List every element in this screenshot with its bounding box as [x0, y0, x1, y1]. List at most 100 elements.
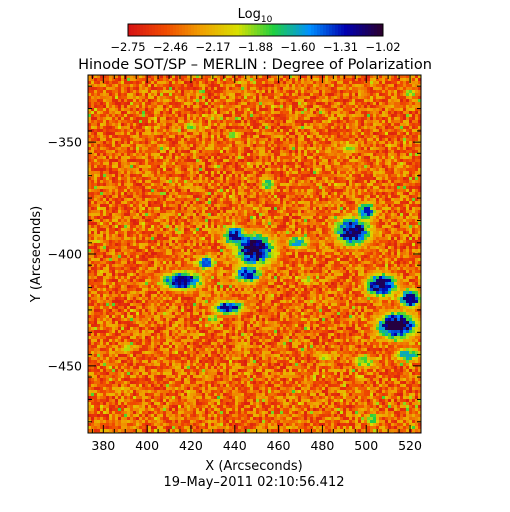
heatmap-cell [169, 201, 173, 205]
heatmap-cell [409, 120, 413, 124]
heatmap-cell [301, 159, 305, 163]
heatmap-cell [91, 195, 95, 199]
heatmap-cell [361, 126, 365, 130]
heatmap-cell [100, 114, 104, 118]
heatmap-cell [280, 204, 284, 208]
heatmap-cell [268, 186, 272, 190]
heatmap-cell [91, 192, 95, 196]
heatmap-cell [394, 129, 398, 133]
heatmap-cell [193, 159, 197, 163]
heatmap-cell [235, 126, 239, 130]
heatmap-cell [289, 165, 293, 169]
heatmap-cell [367, 114, 371, 118]
heatmap-cell [301, 156, 305, 160]
heatmap-cell [367, 156, 371, 160]
heatmap-cell [169, 132, 173, 136]
heatmap-cell [229, 105, 233, 109]
heatmap-cell [187, 114, 191, 118]
heatmap-cell [391, 171, 395, 175]
heatmap-cell [337, 198, 341, 202]
heatmap-cell [199, 138, 203, 142]
heatmap-cell [247, 183, 251, 187]
heatmap-cell [409, 192, 413, 196]
heatmap-cell [241, 129, 245, 133]
heatmap-cell [175, 201, 179, 205]
heatmap-cell [256, 165, 260, 169]
heatmap-cell [130, 156, 134, 160]
heatmap-cell [151, 132, 155, 136]
heatmap-cell [277, 147, 281, 151]
heatmap-cell [238, 153, 242, 157]
heatmap-cell [343, 129, 347, 133]
heatmap-cell [406, 105, 410, 109]
heatmap-cell [313, 153, 317, 157]
heatmap-cell [307, 156, 311, 160]
heatmap-cell [373, 129, 377, 133]
heatmap-cell [358, 138, 362, 142]
heatmap-cell [280, 171, 284, 175]
heatmap-cell [151, 102, 155, 106]
heatmap-cell [208, 108, 212, 112]
heatmap-cell [307, 78, 311, 82]
heatmap-cell [295, 144, 299, 148]
heatmap-cell [349, 135, 353, 139]
heatmap-cell [118, 108, 122, 112]
heatmap-cell [283, 204, 287, 208]
heatmap-cell [394, 153, 398, 157]
heatmap-cell [331, 150, 335, 154]
heatmap-cell [385, 183, 389, 187]
heatmap-cell [154, 108, 158, 112]
heatmap-cell [373, 84, 377, 88]
heatmap-cell [373, 195, 377, 199]
heatmap-cell [358, 120, 362, 124]
heatmap-cell [121, 90, 125, 94]
heatmap-cell [169, 126, 173, 130]
heatmap-cell [370, 96, 374, 100]
heatmap-cell [142, 162, 146, 166]
heatmap-cell [208, 138, 212, 142]
heatmap-cell [94, 153, 98, 157]
heatmap-cell [349, 90, 353, 94]
heatmap-cell [232, 111, 236, 115]
heatmap-cell [316, 156, 320, 160]
heatmap-cell [247, 189, 251, 193]
heatmap-cell [319, 201, 323, 205]
heatmap-cell [334, 162, 338, 166]
heatmap-cell [418, 135, 422, 139]
heatmap-cell [109, 96, 113, 100]
heatmap-cell [214, 93, 218, 97]
heatmap-cell [169, 87, 173, 91]
heatmap-cell [151, 111, 155, 115]
heatmap-cell [220, 120, 224, 124]
heatmap-cell [118, 153, 122, 157]
heatmap-cell [331, 129, 335, 133]
heatmap-cell [94, 147, 98, 151]
heatmap-cell [301, 186, 305, 190]
heatmap-cell [190, 165, 194, 169]
heatmap-cell [244, 78, 248, 82]
heatmap-cell [139, 108, 143, 112]
heatmap-cell [403, 153, 407, 157]
heatmap-cell [154, 129, 158, 133]
heatmap-cell [295, 117, 299, 121]
heatmap-cell [340, 180, 344, 184]
heatmap-cell [253, 75, 257, 79]
heatmap-cell [295, 108, 299, 112]
heatmap-cell [124, 129, 128, 133]
heatmap-cell [277, 102, 281, 106]
heatmap-cell [187, 186, 191, 190]
heatmap-cell [115, 135, 119, 139]
heatmap-cell [190, 93, 194, 97]
heatmap-cell [271, 180, 275, 184]
heatmap-cell [397, 141, 401, 145]
heatmap-cell [391, 138, 395, 142]
heatmap-cell [289, 201, 293, 205]
heatmap-cell [319, 189, 323, 193]
heatmap-cell [157, 96, 161, 100]
heatmap-cell [181, 87, 185, 91]
heatmap-cell [178, 117, 182, 121]
heatmap-cell [289, 144, 293, 148]
heatmap-cell [304, 138, 308, 142]
heatmap-cell [382, 117, 386, 121]
heatmap-cell [343, 78, 347, 82]
